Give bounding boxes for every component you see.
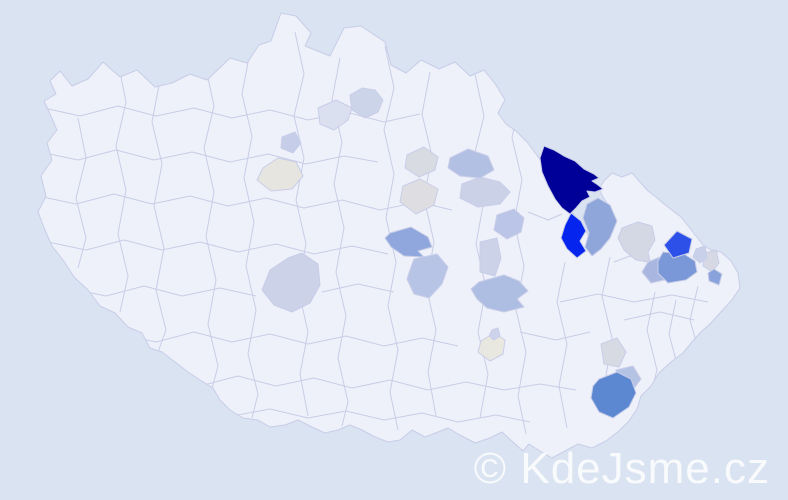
colored-district	[488, 327, 501, 341]
colored-district	[384, 226, 433, 258]
colored-district	[349, 87, 384, 119]
colored-district	[560, 212, 587, 259]
colored-district	[707, 268, 723, 286]
colored-districts	[256, 87, 723, 419]
colored-district	[663, 230, 693, 259]
colored-district	[617, 221, 656, 263]
colored-district	[657, 251, 698, 284]
colored-district	[600, 337, 627, 368]
district-borders	[38, 31, 709, 435]
colored-district	[493, 208, 525, 240]
colored-district	[317, 99, 353, 131]
colored-district	[404, 146, 439, 178]
colored-district	[447, 148, 495, 179]
colored-district	[470, 274, 529, 313]
colored-district	[459, 176, 511, 208]
colored-district	[582, 197, 618, 257]
colored-district	[280, 131, 302, 154]
colored-district	[590, 371, 637, 419]
colored-district	[692, 245, 708, 264]
colored-district	[261, 252, 321, 313]
colored-district	[406, 253, 449, 299]
colored-district	[256, 157, 304, 192]
colored-district	[479, 237, 502, 277]
colored-district	[399, 178, 439, 215]
colored-district	[539, 145, 604, 215]
